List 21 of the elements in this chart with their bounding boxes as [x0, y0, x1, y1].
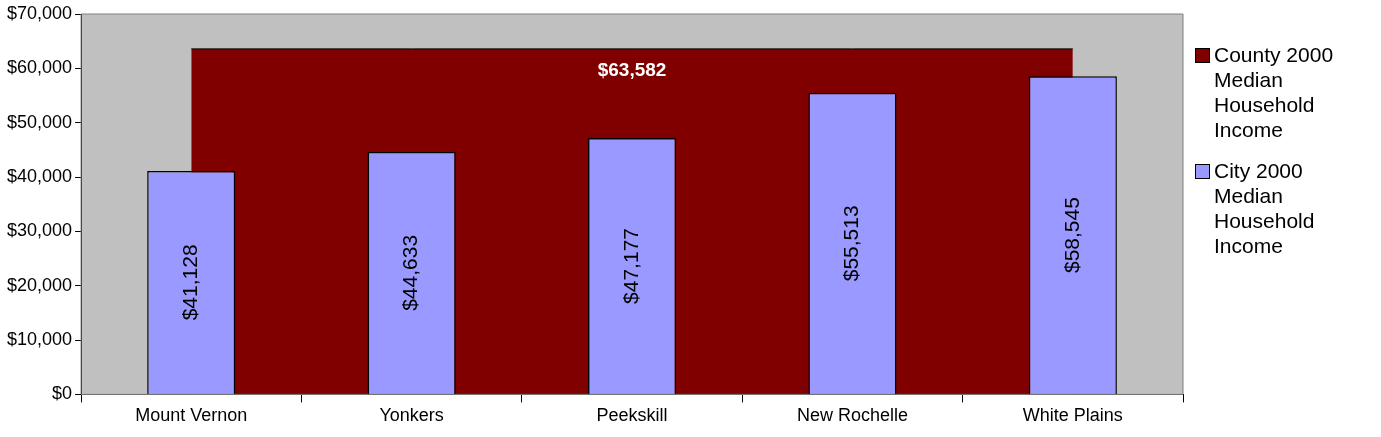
y-tick-label: $30,000	[6, 220, 73, 241]
data-label: $41,128	[178, 244, 202, 321]
x-tick-label: New Rochelle	[796, 405, 908, 426]
y-tick-label: $70,000	[6, 2, 73, 23]
y-tick-label: $20,000	[6, 274, 73, 295]
data-label: $55,513	[839, 205, 863, 282]
x-tick-label: Mount Vernon	[135, 405, 248, 426]
y-tick-label: $0	[52, 383, 73, 404]
y-tick-label: $50,000	[6, 111, 73, 132]
y-tick-label: $40,000	[6, 166, 73, 186]
data-label: $44,633	[398, 234, 422, 311]
data-label: $63,582	[597, 59, 667, 81]
data-label: $47,177	[618, 228, 642, 304]
x-tick-label: Peekskill	[596, 405, 668, 426]
data-label: $58,545	[1059, 197, 1083, 274]
legend-label: City 2000 Median Household Income	[1214, 158, 1316, 258]
x-tick-label: White Plains	[1022, 405, 1123, 426]
y-tick-label: $60,000	[6, 57, 73, 78]
x-tick-label: Yonkers	[379, 405, 444, 426]
y-tick-label: $10,000	[6, 329, 73, 350]
legend-label: County 2000 Median Household Income	[1214, 42, 1335, 142]
